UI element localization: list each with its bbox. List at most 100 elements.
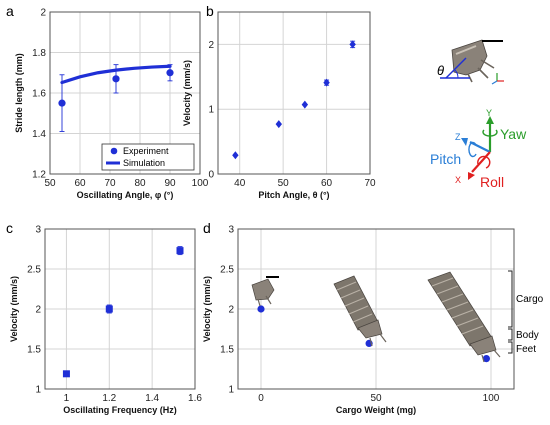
x-tick-label: 60 bbox=[74, 178, 86, 189]
x-tick-label: 100 bbox=[483, 393, 500, 404]
y-tick-label: 1 bbox=[35, 385, 41, 396]
data-point bbox=[275, 120, 282, 129]
data-point bbox=[166, 69, 174, 77]
y-tick-label: 1.4 bbox=[32, 129, 46, 140]
axis-x-label: X bbox=[455, 175, 461, 185]
robot-image-no-cargo bbox=[251, 276, 279, 307]
theta-arc bbox=[454, 69, 459, 79]
panel-label-b: b bbox=[206, 3, 214, 19]
legend-box bbox=[101, 143, 195, 171]
y-axis-label: Velocity (mm/s) bbox=[9, 276, 19, 342]
roll-label: Roll bbox=[480, 174, 504, 190]
yaw-label: Yaw bbox=[500, 126, 527, 142]
x-tick-label: 50 bbox=[278, 178, 290, 189]
data-point bbox=[58, 99, 66, 107]
robot-small-shape bbox=[251, 278, 275, 301]
data-point bbox=[62, 370, 70, 378]
panel-label-c: c bbox=[6, 220, 13, 236]
bracket-body bbox=[508, 328, 513, 341]
x-tick-label: 1.2 bbox=[102, 393, 116, 404]
robot-image-large-cargo bbox=[427, 271, 501, 363]
y-tick-label: 2 bbox=[35, 305, 41, 316]
y-tick-label: 3 bbox=[35, 225, 41, 236]
cargo-threads-medium bbox=[336, 281, 373, 323]
axis-x-arrow bbox=[471, 151, 491, 173]
legend-simulation-label: Simulation bbox=[123, 158, 165, 168]
y-tick-label: 2 bbox=[228, 305, 234, 316]
y-tick-label: 2 bbox=[40, 8, 46, 19]
yaw-rotation-arc bbox=[482, 129, 498, 137]
x-tick-label: 100 bbox=[192, 178, 209, 189]
x-tick-label: 70 bbox=[104, 178, 116, 189]
x-axis-label: Oscillating Angle, φ (°) bbox=[77, 190, 174, 200]
x-tick-label: 40 bbox=[234, 178, 246, 189]
y-tick-label: 3 bbox=[228, 225, 234, 236]
theta-label: θ bbox=[437, 63, 444, 78]
y-tick-label: 1 bbox=[208, 105, 214, 116]
y-tick-label: 1.2 bbox=[32, 170, 46, 181]
mini-axis-z bbox=[491, 80, 498, 85]
x-tick-label: 50 bbox=[370, 393, 382, 404]
plot-frame bbox=[237, 228, 515, 390]
plot-frame bbox=[44, 228, 196, 390]
axis-y-head bbox=[486, 116, 494, 124]
pitch-rotation-arc bbox=[468, 141, 477, 158]
chart-panel-a: 50 60 70 80 90 100 1.2 1.4 1.6 1.8 2 Oscillating An… bbox=[14, 8, 209, 201]
robot-medium-body bbox=[357, 319, 383, 339]
panel-label-a: a bbox=[6, 3, 14, 19]
y-tick-label: 2 bbox=[208, 40, 214, 51]
robot-large-body bbox=[469, 335, 497, 356]
chart-panel-c: 1 1.2 1.4 1.6 1 1.5 2 2.5 3 Oscillating Frequency… bbox=[9, 225, 202, 416]
x-axis-label: Oscillating Frequency (Hz) bbox=[63, 405, 177, 415]
axis-y-label: Y bbox=[486, 108, 492, 118]
x-tick-label: 60 bbox=[321, 178, 333, 189]
axis-z-head bbox=[461, 138, 468, 146]
panel-label-d: d bbox=[203, 220, 211, 236]
robot-medium-legs bbox=[369, 333, 387, 347]
plot-frame bbox=[217, 11, 371, 175]
data-point bbox=[232, 151, 239, 160]
y-tick-label: 0 bbox=[208, 170, 214, 181]
data-point bbox=[323, 78, 330, 87]
data-point bbox=[301, 100, 309, 109]
rotation-axes-glyph: Y Yaw Z Pitch X Roll bbox=[430, 108, 527, 190]
y-tick-label: 1.6 bbox=[32, 89, 46, 100]
legend-experiment-marker bbox=[110, 147, 118, 155]
robot-body-shape bbox=[451, 39, 488, 76]
chart-panel-b: 40 50 60 70 0 1 2 Pitch Angle, θ (°) Velocity (m… bbox=[182, 11, 376, 200]
robot-photo-b: θ bbox=[437, 39, 504, 85]
data-point bbox=[257, 305, 265, 313]
simulation-line bbox=[60, 64, 172, 85]
annotation-body: Body bbox=[516, 330, 539, 341]
theta-line bbox=[445, 57, 467, 79]
chart-panel-d: 0 50 100 1 1.5 2 2.5 3 Cargo Weight (mg) Velocity… bbox=[202, 225, 515, 415]
y-tick-label: 1 bbox=[228, 385, 234, 396]
pitch-label: Pitch bbox=[430, 151, 461, 167]
x-tick-label: 70 bbox=[364, 178, 376, 189]
data-point bbox=[176, 247, 184, 255]
y-tick-label: 1.5 bbox=[27, 345, 41, 356]
x-tick-label: 1.4 bbox=[145, 393, 159, 404]
axis-z-label: Z bbox=[455, 132, 461, 142]
bracket-cargo bbox=[508, 270, 513, 328]
annotation-feet: Feet bbox=[516, 344, 536, 355]
bracket-feet bbox=[508, 341, 513, 354]
robot-large-legs bbox=[481, 349, 501, 363]
x-tick-label: 80 bbox=[134, 178, 146, 189]
x-tick-label: 1 bbox=[64, 393, 70, 404]
brackets-d: Cargo Body Feet bbox=[508, 270, 544, 355]
y-axis-label: Stride length (mm) bbox=[14, 53, 24, 133]
legend-a: Experiment Simulation bbox=[101, 143, 195, 171]
annotation-cargo: Cargo bbox=[516, 294, 544, 305]
data-point bbox=[105, 305, 113, 313]
y-tick-label: 2.5 bbox=[220, 265, 234, 276]
robot-small-legs bbox=[257, 295, 272, 307]
y-axis-label: Velocity (mm/s) bbox=[202, 276, 212, 342]
x-tick-label: 1.6 bbox=[188, 393, 202, 404]
legend-experiment-label: Experiment bbox=[123, 146, 169, 156]
cargo-shaft-medium bbox=[333, 275, 379, 331]
x-axis-label: Pitch Angle, θ (°) bbox=[258, 190, 329, 200]
y-tick-label: 1.5 bbox=[220, 345, 234, 356]
x-tick-label: 90 bbox=[164, 178, 176, 189]
